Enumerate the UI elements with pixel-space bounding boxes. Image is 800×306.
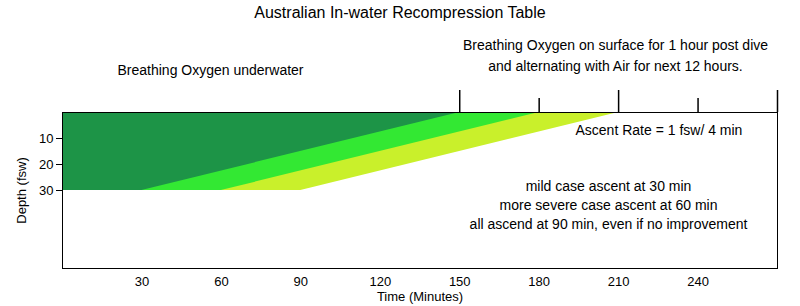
svg-text:150: 150	[449, 274, 471, 289]
svg-text:all ascend at 90 min, even if: all ascend at 90 min, even if no improve…	[470, 216, 748, 232]
svg-text:Depth (fsw): Depth (fsw)	[14, 157, 29, 223]
html-text:Australian In-water Recompress: Australian In-water Recompression Table	[254, 4, 546, 21]
svg-text:120: 120	[369, 274, 391, 289]
svg-text:more severe case ascent at 60: more severe case ascent at 60 min	[500, 197, 718, 213]
svg-text:20: 20	[39, 157, 53, 172]
svg-text:mild case ascent at 30 min: mild case ascent at 30 min	[526, 178, 692, 194]
svg-text:180: 180	[528, 274, 550, 289]
svg-text:210: 210	[608, 274, 630, 289]
svg-text:60: 60	[214, 274, 228, 289]
svg-text:10: 10	[39, 131, 53, 146]
svg-text:Breathing Oxygen on surface fo: Breathing Oxygen on surface for 1 hour p…	[463, 37, 768, 53]
svg-text:Ascent Rate = 1 fsw/ 4 min: Ascent Rate = 1 fsw/ 4 min	[576, 122, 743, 138]
svg-text:30: 30	[39, 183, 53, 198]
svg-text:Breathing Oxygen underwater: Breathing Oxygen underwater	[118, 62, 304, 78]
svg-text:and alternating with Air for n: and alternating with Air for next 12 hou…	[488, 58, 742, 74]
svg-text:30: 30	[135, 274, 149, 289]
svg-text:240: 240	[687, 274, 709, 289]
svg-text:Time (Minutes): Time (Minutes)	[377, 289, 463, 304]
svg-text:90: 90	[294, 274, 308, 289]
